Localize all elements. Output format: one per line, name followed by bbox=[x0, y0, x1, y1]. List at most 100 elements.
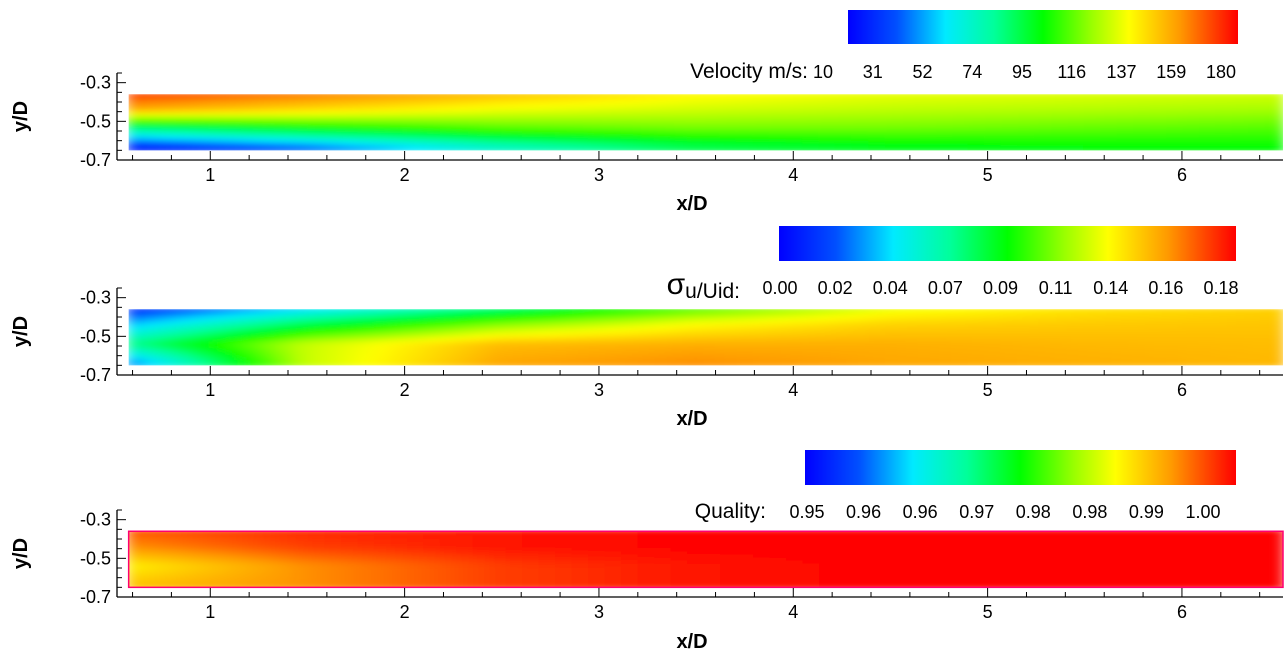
x-tick-label: 4 bbox=[788, 380, 798, 400]
contour-cell bbox=[967, 582, 989, 588]
contour-cell bbox=[720, 360, 741, 366]
x-axis-title: x/D bbox=[676, 193, 707, 215]
contour-cell bbox=[1116, 582, 1137, 588]
contour-cell bbox=[967, 145, 989, 151]
contour-cell bbox=[1215, 582, 1236, 588]
contour-cell bbox=[670, 582, 692, 588]
contour-cell bbox=[1182, 360, 1203, 366]
contour-cell bbox=[951, 360, 972, 366]
contour-cell bbox=[258, 145, 280, 151]
colorbar-label: 116 bbox=[1057, 62, 1086, 82]
contour-cell bbox=[769, 360, 791, 366]
contour-cell bbox=[637, 145, 659, 151]
contour-cell bbox=[654, 360, 675, 366]
contour-cell bbox=[1198, 145, 1220, 151]
contour-cell bbox=[637, 360, 659, 366]
sigma-symbol: σ bbox=[667, 268, 686, 301]
x-tick-label: 1 bbox=[205, 602, 215, 622]
contour-cell bbox=[769, 582, 791, 588]
contour-cell bbox=[1165, 360, 1187, 366]
contour-cell bbox=[555, 360, 576, 366]
contour-cell bbox=[143, 360, 164, 366]
contour-cell bbox=[291, 145, 313, 151]
contour-cell bbox=[1231, 360, 1253, 366]
x-tick-label: 3 bbox=[594, 602, 604, 622]
contour-cell bbox=[128, 145, 148, 151]
contour-cell bbox=[753, 145, 774, 151]
contour-cell bbox=[308, 145, 329, 151]
colorbar-label: 0.16 bbox=[1148, 278, 1183, 298]
contour-cell bbox=[308, 582, 329, 588]
contour-cell bbox=[852, 145, 873, 151]
contour-cell bbox=[1066, 582, 1088, 588]
contour-cell bbox=[159, 582, 181, 588]
contour-cell bbox=[703, 360, 725, 366]
contour-cell bbox=[687, 360, 708, 366]
contour-cell bbox=[868, 360, 890, 366]
contour-cell bbox=[670, 145, 692, 151]
x-tick-label: 5 bbox=[983, 165, 993, 185]
colorbar-label: 52 bbox=[912, 62, 932, 82]
contour-cell bbox=[918, 582, 939, 588]
x-tick-label: 1 bbox=[205, 380, 215, 400]
x-tick-label: 6 bbox=[1177, 165, 1187, 185]
contour-cell bbox=[1050, 145, 1071, 151]
contour-cell bbox=[423, 582, 444, 588]
contour-cell bbox=[357, 145, 379, 151]
x-tick-label: 2 bbox=[400, 380, 410, 400]
contour-cell bbox=[192, 360, 214, 366]
contour-panel-1: 1 2 3 4 5 6 -0.3 -0.5 -0.7 x/D y/D 10 31 52 74 95 116 137… bbox=[10, 10, 1283, 215]
colorbar-label: 95 bbox=[1012, 62, 1032, 82]
contour-cell bbox=[390, 145, 411, 151]
colorbar bbox=[779, 226, 1236, 261]
x-axis-title: x/D bbox=[676, 631, 707, 653]
contour-cell bbox=[1149, 360, 1170, 366]
contour-cell bbox=[654, 582, 675, 588]
contour-cell bbox=[324, 582, 346, 588]
contour-cell bbox=[275, 360, 296, 366]
contour-cell bbox=[1264, 582, 1283, 588]
contour-cell bbox=[1198, 582, 1220, 588]
colorbar-title: σu/Uid: bbox=[667, 268, 740, 303]
contour-cell bbox=[522, 145, 543, 151]
contour-cell bbox=[819, 145, 840, 151]
x-tick-label: 4 bbox=[788, 165, 798, 185]
field-border bbox=[127, 530, 1284, 589]
contour-cell bbox=[885, 360, 906, 366]
contour-cell bbox=[258, 360, 280, 366]
colorbar-label: 0.97 bbox=[959, 502, 994, 522]
contour-cell bbox=[1182, 145, 1203, 151]
contour-cell bbox=[324, 145, 346, 151]
contour-cell bbox=[489, 145, 510, 151]
contour-cell bbox=[703, 582, 725, 588]
colorbar-label: 0.95 bbox=[789, 502, 824, 522]
contour-cell bbox=[720, 145, 741, 151]
contour-cell bbox=[472, 145, 494, 151]
contour-cell bbox=[1099, 582, 1121, 588]
contour-cell bbox=[1116, 360, 1137, 366]
contour-cell bbox=[852, 360, 873, 366]
contour-cell bbox=[1132, 582, 1154, 588]
x-tick-label: 4 bbox=[788, 602, 798, 622]
contour-cell bbox=[1066, 145, 1088, 151]
contour-cell bbox=[291, 582, 313, 588]
colorbar-label: 0.04 bbox=[873, 278, 908, 298]
x-tick-label: 6 bbox=[1177, 602, 1187, 622]
contour-cell bbox=[128, 582, 148, 588]
contour-cell bbox=[868, 582, 890, 588]
contour-cell bbox=[489, 360, 510, 366]
colorbar-label: 0.00 bbox=[762, 278, 797, 298]
y-tick-label: -0.5 bbox=[80, 548, 111, 568]
x-axis-title: x/D bbox=[676, 408, 707, 430]
contour-cell bbox=[769, 145, 791, 151]
contour-cell bbox=[951, 582, 972, 588]
contour-cell bbox=[687, 582, 708, 588]
x-tick-label: 5 bbox=[983, 602, 993, 622]
contour-cell bbox=[786, 360, 807, 366]
colorbar-label: 0.02 bbox=[818, 278, 853, 298]
contour-cell bbox=[176, 582, 197, 588]
contour-cell bbox=[472, 582, 494, 588]
contour-cell bbox=[538, 360, 560, 366]
colorbar-label: 0.96 bbox=[903, 502, 938, 522]
contour-field bbox=[128, 94, 1283, 151]
